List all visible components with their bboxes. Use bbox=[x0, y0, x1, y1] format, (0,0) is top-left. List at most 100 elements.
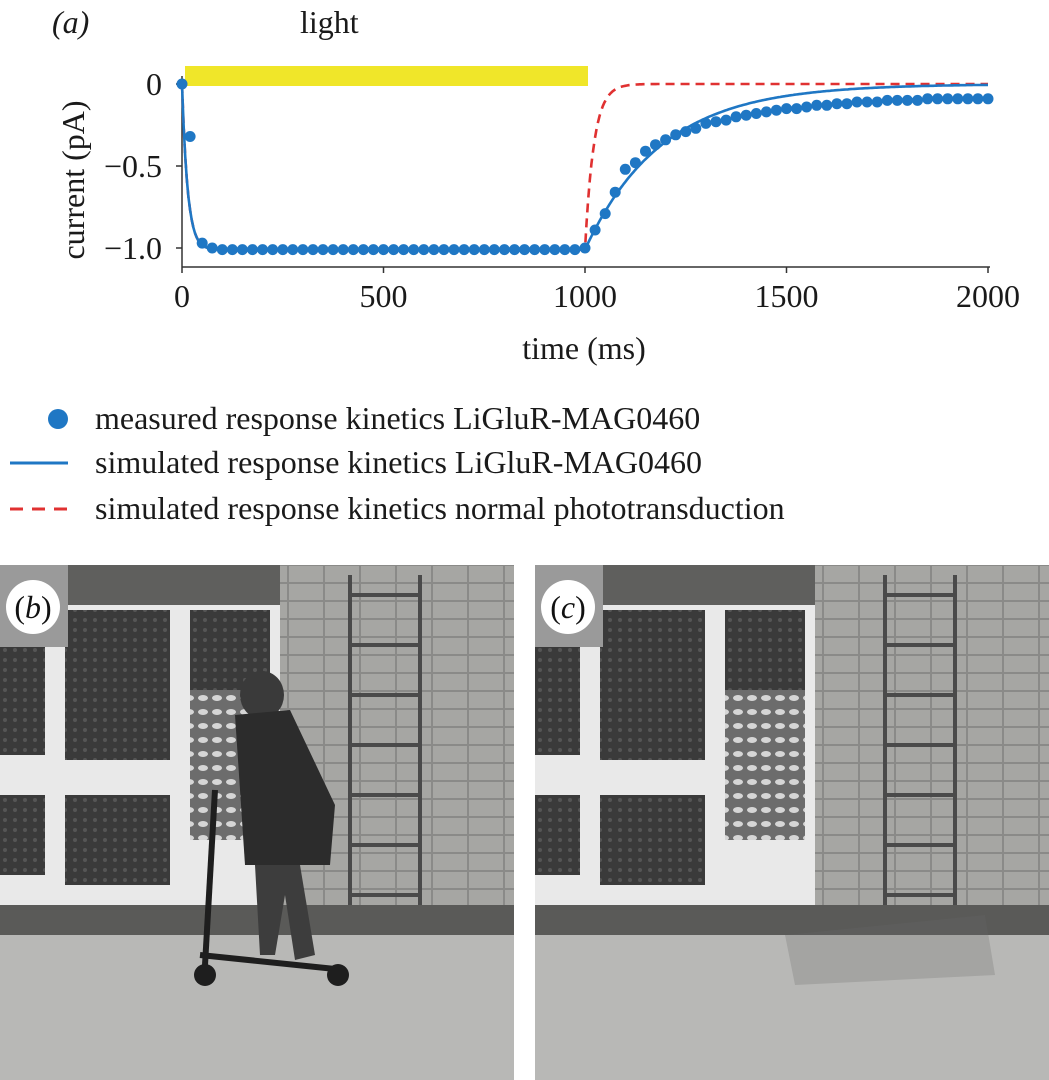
measured-point bbox=[428, 244, 440, 256]
measured-point bbox=[871, 96, 883, 108]
photo-c-image bbox=[535, 565, 1049, 1080]
measured-point bbox=[599, 208, 611, 220]
measured-point bbox=[468, 244, 480, 256]
panel-b-label: (b) bbox=[6, 580, 60, 634]
measured-point bbox=[498, 244, 510, 256]
measured-point bbox=[760, 106, 772, 118]
measured-point bbox=[579, 242, 591, 254]
measured-point bbox=[569, 244, 581, 256]
measured-point bbox=[670, 129, 682, 141]
measured-point bbox=[378, 244, 389, 256]
measured-point bbox=[801, 101, 813, 113]
measured-point bbox=[609, 186, 621, 198]
measured-point bbox=[226, 244, 238, 256]
measured-point bbox=[509, 244, 520, 256]
measured-point bbox=[448, 244, 460, 256]
measured-point bbox=[549, 244, 561, 256]
measured-point bbox=[901, 94, 913, 106]
figure-canvas: (a) light 0 500 1000 1500 2000 0 −0.5 −1.0 tim… bbox=[10, 4, 1020, 526]
legend-label-measured: measured response kinetics LiGluR-MAG046… bbox=[95, 400, 700, 436]
measured-point bbox=[317, 244, 329, 256]
measured-point bbox=[891, 94, 903, 106]
measured-point bbox=[821, 99, 833, 111]
measured-point bbox=[982, 93, 994, 105]
measured-point bbox=[619, 163, 631, 175]
x-ticks: 0 500 1000 1500 2000 bbox=[174, 267, 1020, 314]
measured-point bbox=[519, 244, 530, 256]
measured-point bbox=[589, 224, 601, 236]
measured-point bbox=[539, 244, 551, 256]
series-line-normal-phototransduction bbox=[180, 82, 988, 251]
measured-point bbox=[247, 244, 258, 256]
measured-point bbox=[730, 111, 742, 123]
measured-point bbox=[791, 103, 803, 115]
measured-point bbox=[478, 244, 490, 256]
measured-point bbox=[851, 96, 863, 108]
measured-point bbox=[438, 244, 450, 256]
measured-point bbox=[861, 96, 873, 108]
y-ticks: 0 −0.5 −1.0 bbox=[104, 66, 182, 266]
measured-point bbox=[811, 99, 823, 111]
series-layer bbox=[176, 78, 994, 256]
measured-point bbox=[781, 103, 792, 115]
measured-point bbox=[398, 244, 410, 256]
measured-point bbox=[740, 109, 752, 121]
measured-point bbox=[912, 94, 923, 106]
x-tick-label: 1500 bbox=[755, 278, 819, 314]
legend-marker-measured bbox=[48, 409, 68, 429]
measured-point bbox=[770, 104, 782, 116]
measured-point bbox=[559, 244, 571, 256]
legend-label-simulated-normal: simulated response kinetics normal photo… bbox=[95, 490, 785, 526]
measured-point bbox=[629, 157, 641, 169]
measured-point bbox=[831, 98, 843, 110]
measured-point bbox=[196, 237, 208, 249]
measured-point bbox=[962, 93, 974, 105]
measured-point bbox=[347, 244, 359, 256]
measured-point bbox=[408, 244, 420, 256]
x-tick-label: 500 bbox=[360, 278, 408, 314]
measured-point bbox=[418, 244, 430, 256]
measured-point bbox=[357, 244, 369, 256]
x-tick-label: 1000 bbox=[553, 278, 617, 314]
measured-point bbox=[327, 244, 339, 256]
measured-point bbox=[640, 145, 651, 157]
measured-point bbox=[942, 93, 954, 105]
measured-point bbox=[529, 244, 541, 256]
measured-point bbox=[206, 242, 218, 254]
measured-point bbox=[287, 244, 299, 256]
measured-point bbox=[932, 93, 944, 105]
measured-point bbox=[297, 244, 309, 256]
measured-point bbox=[710, 116, 722, 128]
measured-point bbox=[650, 139, 661, 151]
measured-point bbox=[881, 94, 893, 106]
photo-panel-c: (c) bbox=[535, 565, 1049, 1080]
measured-point bbox=[184, 131, 196, 142]
measured-point bbox=[337, 244, 349, 256]
x-tick-label: 2000 bbox=[956, 278, 1020, 314]
series-line-simulated-liglur bbox=[180, 83, 988, 251]
measured-point bbox=[176, 78, 188, 90]
measured-point bbox=[458, 244, 470, 256]
measured-point bbox=[307, 244, 319, 256]
measured-point bbox=[388, 244, 400, 256]
measured-point bbox=[972, 93, 984, 105]
measured-point bbox=[257, 244, 269, 256]
light-stimulus-bar bbox=[185, 66, 588, 86]
measured-point bbox=[690, 122, 702, 134]
measured-point bbox=[922, 93, 934, 105]
measured-point bbox=[720, 114, 732, 126]
measured-point bbox=[660, 134, 672, 146]
legend: measured response kinetics LiGluR-MAG046… bbox=[10, 400, 785, 526]
x-axis-label: time (ms) bbox=[522, 330, 646, 366]
light-label: light bbox=[300, 4, 359, 40]
measured-point bbox=[700, 117, 712, 129]
legend-label-simulated-liglur: simulated response kinetics LiGluR-MAG04… bbox=[95, 444, 702, 480]
panel-a-label: (a) bbox=[52, 4, 89, 40]
y-tick-label: −1.0 bbox=[104, 230, 162, 266]
measured-point bbox=[367, 244, 379, 256]
photo-panel-b: (b) bbox=[0, 565, 514, 1080]
measured-point bbox=[952, 93, 964, 105]
measured-point bbox=[750, 108, 762, 119]
measured-point bbox=[680, 126, 692, 138]
measured-point bbox=[267, 244, 279, 256]
